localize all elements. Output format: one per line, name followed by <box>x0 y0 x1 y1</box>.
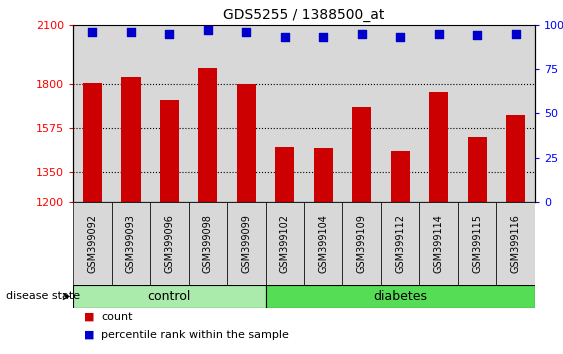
Text: count: count <box>101 312 133 322</box>
Point <box>126 29 135 35</box>
Point <box>473 33 482 38</box>
Bar <box>458 202 497 285</box>
Bar <box>381 202 419 285</box>
Bar <box>391 151 410 202</box>
Bar <box>121 77 141 202</box>
Text: GSM399112: GSM399112 <box>395 214 405 273</box>
Text: GSM399102: GSM399102 <box>280 214 290 273</box>
Bar <box>236 84 256 202</box>
Bar <box>352 107 372 202</box>
Point <box>319 34 328 40</box>
Point <box>242 29 251 35</box>
Bar <box>342 202 381 285</box>
Text: GSM399114: GSM399114 <box>434 214 444 273</box>
Bar <box>497 202 535 285</box>
Point <box>203 27 212 33</box>
Text: percentile rank within the sample: percentile rank within the sample <box>101 330 289 339</box>
Bar <box>304 202 342 285</box>
Bar <box>342 25 381 202</box>
Bar <box>73 25 111 202</box>
Bar <box>304 25 342 202</box>
Text: ■: ■ <box>84 312 95 322</box>
Bar <box>150 25 189 202</box>
Point <box>434 31 443 36</box>
Text: GSM399104: GSM399104 <box>318 214 328 273</box>
Text: disease state: disease state <box>6 291 80 302</box>
Bar <box>160 99 179 202</box>
Bar <box>506 115 525 202</box>
Bar <box>150 202 189 285</box>
Bar <box>73 285 266 308</box>
Bar <box>189 202 227 285</box>
Title: GDS5255 / 1388500_at: GDS5255 / 1388500_at <box>224 8 385 22</box>
Text: diabetes: diabetes <box>373 290 427 303</box>
Text: ■: ■ <box>84 330 95 339</box>
Bar <box>83 84 102 202</box>
Bar <box>458 25 497 202</box>
Point <box>88 29 97 35</box>
Bar <box>266 202 304 285</box>
Point <box>357 31 366 36</box>
Point <box>165 31 174 36</box>
Bar <box>227 25 266 202</box>
Text: GSM399116: GSM399116 <box>511 214 521 273</box>
Point <box>396 34 405 40</box>
Bar <box>111 25 150 202</box>
Bar <box>497 25 535 202</box>
Text: GSM399093: GSM399093 <box>126 214 136 273</box>
Text: GSM399092: GSM399092 <box>87 214 97 273</box>
Bar <box>419 202 458 285</box>
Bar <box>266 285 535 308</box>
Bar <box>419 25 458 202</box>
Bar <box>266 25 304 202</box>
Bar <box>429 92 448 202</box>
Point <box>280 34 289 40</box>
Text: GSM399115: GSM399115 <box>472 214 482 273</box>
Bar <box>111 202 150 285</box>
Text: GSM399098: GSM399098 <box>203 214 213 273</box>
Bar <box>227 202 266 285</box>
Bar <box>467 137 487 202</box>
Bar <box>314 148 333 202</box>
Text: GSM399096: GSM399096 <box>164 214 175 273</box>
Text: GSM399109: GSM399109 <box>357 214 367 273</box>
Bar <box>198 68 217 202</box>
Bar <box>73 202 111 285</box>
Bar <box>189 25 227 202</box>
Text: GSM399099: GSM399099 <box>242 214 251 273</box>
Bar <box>275 147 294 202</box>
Text: control: control <box>148 290 191 303</box>
Bar <box>381 25 419 202</box>
Point <box>511 31 520 36</box>
